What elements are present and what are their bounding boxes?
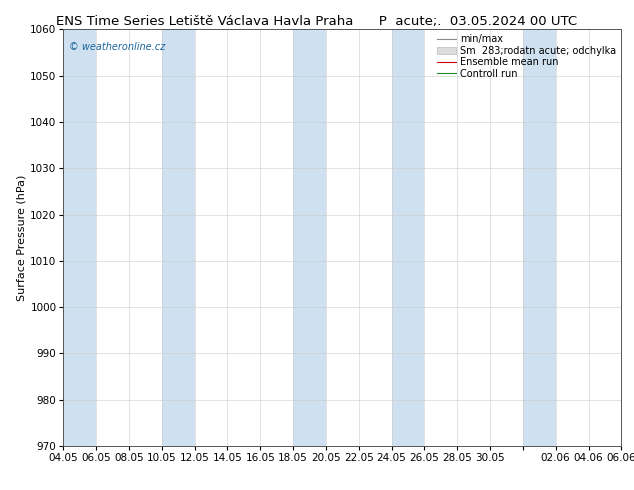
Bar (523, 29, 555, 446)
Bar (162, 29, 195, 446)
Bar (392, 29, 424, 446)
Bar (63, 29, 96, 446)
Text: ENS Time Series Letiště Václava Havla Praha      P  acute;.  03.05.2024 00 UTC: ENS Time Series Letiště Václava Havla Pr… (56, 15, 578, 28)
Bar (293, 29, 326, 446)
Text: © weatheronline.cz: © weatheronline.cz (69, 42, 165, 52)
Y-axis label: Surface Pressure (hPa): Surface Pressure (hPa) (16, 174, 26, 301)
Legend: min/max, Sm  283;rodatn acute; odchylka, Ensemble mean run, Controll run: min/max, Sm 283;rodatn acute; odchylka, … (435, 32, 618, 80)
